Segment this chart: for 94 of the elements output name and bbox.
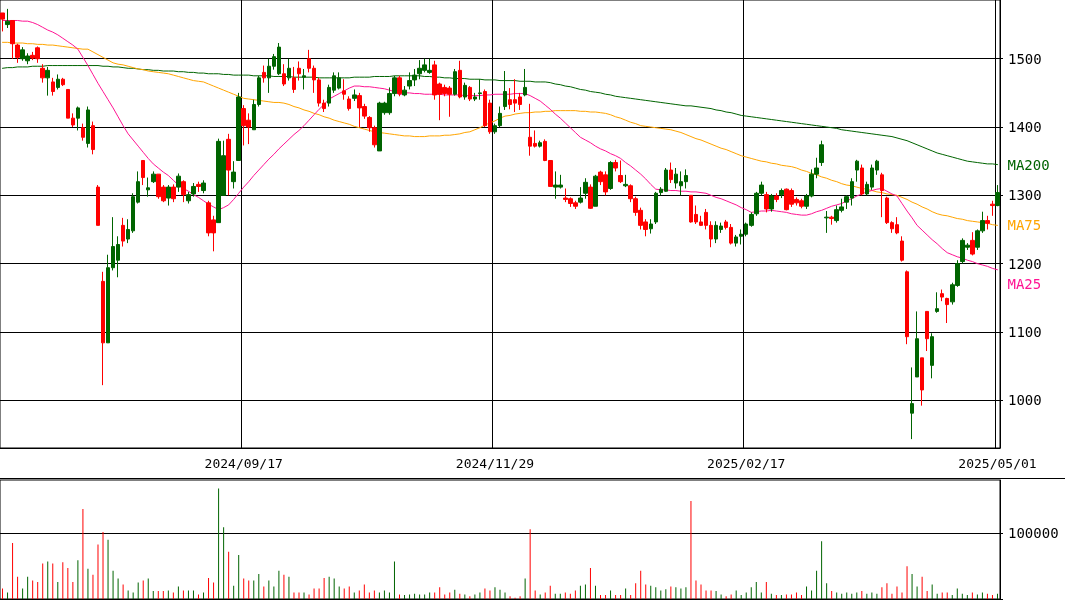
candlestick — [61, 77, 65, 87]
candlestick — [0, 12, 5, 32]
candlestick — [945, 297, 949, 324]
candlestick — [226, 133, 231, 196]
candlestick — [171, 183, 176, 203]
candlestick — [231, 160, 236, 189]
candlestick — [302, 68, 306, 90]
candlestick — [141, 159, 145, 186]
candlestick — [779, 187, 784, 199]
candlestick — [81, 123, 85, 142]
candlestick — [578, 186, 583, 205]
candlestick — [769, 193, 774, 213]
candlestick — [101, 271, 105, 386]
candlestick — [503, 70, 507, 111]
candlestick — [669, 162, 673, 184]
candlestick — [930, 332, 934, 379]
candlestick — [468, 85, 472, 102]
candlestick — [985, 215, 990, 230]
candlestick — [86, 106, 90, 149]
candlestick — [940, 289, 944, 302]
series-label: MA25 — [1007, 275, 1042, 292]
candlestick — [453, 68, 457, 97]
candlestick — [538, 140, 542, 149]
candlestick — [970, 231, 975, 256]
candlestick — [10, 19, 15, 60]
candlestick — [292, 66, 296, 94]
y-tick-label: 1500 — [1008, 50, 1042, 67]
y-tick-label: 1200 — [1008, 255, 1042, 272]
candlestick — [588, 183, 593, 210]
candlestick — [91, 121, 95, 155]
series-label: MA75 — [1007, 217, 1042, 234]
candlestick — [478, 78, 482, 101]
candlestick — [5, 8, 10, 29]
candlestick — [236, 92, 241, 161]
candlestick — [40, 63, 45, 84]
candlestick — [910, 366, 914, 440]
candlestick — [824, 210, 829, 234]
candlestick — [473, 92, 477, 102]
candlestick — [352, 88, 357, 102]
candlestick — [905, 269, 909, 345]
candlestick — [880, 172, 884, 218]
candlestick — [920, 357, 924, 407]
candlestick — [181, 179, 186, 203]
candlestick — [593, 174, 598, 207]
x-tick-label: 2024/09/17 — [204, 456, 283, 471]
candlestick — [15, 43, 20, 64]
candlestick — [463, 82, 467, 101]
candlestick — [96, 184, 100, 226]
candlestick — [583, 177, 588, 200]
series-label: MA200 — [1007, 156, 1050, 173]
x-tick-label: 2025/05/01 — [958, 456, 1037, 471]
candlestick — [176, 172, 181, 193]
candlestick — [397, 75, 402, 97]
candlestick — [262, 65, 266, 84]
x-tick-label: 2024/11/29 — [455, 456, 535, 471]
candlestick — [523, 68, 527, 97]
candlestick — [297, 60, 301, 82]
y-tick-label: 100000 — [1008, 525, 1059, 542]
candlestick — [990, 200, 995, 217]
candlestick — [860, 164, 864, 196]
candlestick — [915, 310, 919, 378]
candlestick — [342, 78, 346, 101]
candlestick — [458, 60, 462, 99]
candlestick — [649, 218, 653, 235]
x-tick-label: 2025/02/17 — [707, 456, 786, 471]
candlestick — [146, 177, 150, 198]
candlestick — [402, 85, 407, 97]
candlestick — [282, 63, 286, 87]
candlestick — [151, 170, 156, 184]
candlestick — [121, 217, 125, 248]
candlestick — [935, 291, 939, 314]
candlestick — [819, 140, 824, 167]
candlestick — [829, 215, 834, 226]
candlestick — [608, 160, 613, 191]
candlestick — [774, 192, 779, 203]
y-tick-label: 1100 — [1008, 323, 1042, 340]
candlestick — [201, 179, 206, 194]
candlestick — [166, 184, 171, 207]
candlestick — [618, 159, 623, 184]
y-tick-label: 1000 — [1008, 392, 1042, 409]
candlestick — [764, 191, 769, 213]
candlestick — [347, 95, 351, 112]
candlestick — [613, 159, 618, 172]
candlestick — [623, 174, 628, 188]
candlestick — [51, 77, 55, 97]
candlestick — [56, 73, 60, 90]
candlestick — [76, 106, 80, 131]
y-tick-label: 1400 — [1008, 119, 1042, 136]
candlestick — [855, 159, 859, 183]
candlestick — [900, 235, 904, 263]
candlestick — [654, 191, 658, 225]
candlestick — [196, 181, 201, 193]
candlestick — [925, 310, 929, 352]
y-tick-label: 1300 — [1008, 187, 1042, 204]
